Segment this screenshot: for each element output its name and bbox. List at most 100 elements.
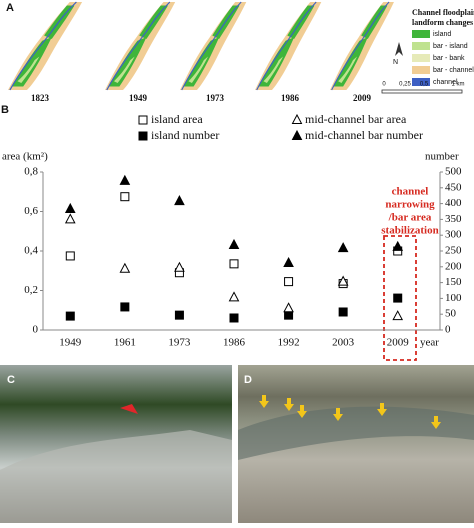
map — [329, 1, 395, 91]
scale-bar — [381, 89, 463, 94]
y2-tick-label: 350 — [445, 213, 462, 225]
legend-marker — [291, 129, 303, 140]
x-tick-label: 1992 — [278, 337, 300, 349]
map — [179, 1, 247, 91]
data-point — [392, 310, 404, 321]
map-year: 2009 — [353, 93, 372, 103]
legend-label: bar - island — [433, 43, 468, 50]
y2-tick-label: 200 — [445, 260, 462, 272]
data-point — [337, 242, 349, 253]
y-tick-label: 0,6 — [24, 205, 38, 217]
annotation: narrowing — [385, 199, 435, 211]
panel-label: D — [244, 374, 252, 386]
data-point — [65, 251, 75, 261]
x-tick-label: 1986 — [223, 337, 246, 349]
legend-marker — [291, 113, 303, 124]
legend-label: island — [433, 31, 451, 38]
legend-label: mid-channel bar area — [305, 112, 407, 126]
data-point — [337, 275, 349, 286]
map — [104, 1, 176, 91]
data-point — [284, 310, 294, 320]
y2-tick-label: 250 — [445, 245, 462, 257]
data-point — [174, 261, 185, 272]
y2-tick-label: 100 — [445, 292, 462, 304]
north-arrow — [395, 42, 403, 56]
data-point — [393, 293, 403, 303]
x-tick-label: 2003 — [332, 337, 355, 349]
y-tick-label: 0,2 — [24, 284, 38, 296]
data-point — [174, 310, 184, 320]
data-point — [120, 302, 130, 312]
y2-tick-label: 400 — [445, 197, 462, 209]
data-point — [283, 256, 294, 268]
data-point — [392, 240, 404, 251]
y2-axis-title: number — [425, 151, 459, 163]
arrow — [120, 404, 138, 414]
y-tick-label: 0,4 — [24, 245, 38, 257]
map-year: 1986 — [281, 93, 300, 103]
river-water — [238, 406, 474, 460]
legend-swatch — [412, 66, 430, 74]
map-year: 1973 — [206, 93, 225, 103]
data-point — [119, 262, 131, 273]
legend-label: channel — [433, 79, 458, 86]
highlight-box — [383, 235, 417, 361]
map — [254, 1, 322, 91]
legend-title: landform changes — [412, 18, 473, 27]
y-tick-label: 0,8 — [24, 166, 38, 178]
annotation: /bar area — [388, 212, 432, 224]
data-point — [64, 202, 76, 213]
data-point — [174, 195, 185, 206]
map — [7, 1, 83, 91]
x-tick-label: 1961 — [114, 337, 136, 349]
legend-label: bar - bank — [433, 55, 465, 62]
river-water — [0, 430, 232, 523]
map-year: 1949 — [129, 93, 148, 103]
legend-swatch — [412, 30, 430, 38]
data-point — [119, 174, 131, 185]
data-point — [64, 213, 76, 224]
y2-tick-label: 150 — [445, 276, 462, 288]
annotation: channel — [392, 186, 429, 198]
legend-marker — [138, 131, 148, 141]
scale-label: 1 km — [451, 82, 464, 88]
legend-label: bar - channel — [433, 67, 474, 74]
scale-label: 0,25 — [399, 82, 411, 88]
legend-swatch — [412, 78, 430, 86]
legend-label: mid-channel bar number — [305, 128, 423, 142]
legend-title: Channel floodplain — [412, 8, 474, 17]
legend-label: island number — [151, 128, 219, 142]
scale-label: 0 — [382, 82, 386, 88]
north-label: N — [393, 59, 398, 66]
annotation: stabilization — [381, 225, 438, 237]
arrows — [259, 395, 441, 429]
y2-tick-label: 300 — [445, 229, 462, 241]
y2-tick-label: 500 — [445, 166, 462, 178]
x-tick-label: 2009 — [387, 337, 410, 349]
y-axis-title: area (km²) — [2, 151, 48, 163]
x-axis-title: year — [420, 337, 439, 349]
data-point — [284, 277, 294, 287]
data-point — [120, 192, 130, 202]
data-point — [229, 313, 239, 323]
data-point — [65, 311, 75, 321]
data-point — [228, 238, 240, 249]
data-point — [283, 302, 294, 313]
legend-swatch — [412, 54, 430, 62]
legend-swatch — [412, 42, 430, 50]
x-tick-label: 1973 — [168, 337, 191, 349]
legend-label: island area — [151, 112, 203, 126]
y2-tick-label: 0 — [445, 324, 451, 336]
panel-label: B — [1, 104, 9, 116]
panel-label: A — [6, 2, 14, 14]
y2-tick-label: 450 — [445, 181, 462, 193]
y2-tick-label: 50 — [445, 308, 457, 320]
x-tick-label: 1949 — [59, 337, 82, 349]
data-point — [229, 259, 239, 269]
y-tick-label: 0 — [33, 324, 39, 336]
map-year: 1823 — [31, 93, 50, 103]
data-point — [228, 291, 240, 302]
data-point — [338, 307, 348, 317]
panel-label: C — [7, 374, 15, 386]
